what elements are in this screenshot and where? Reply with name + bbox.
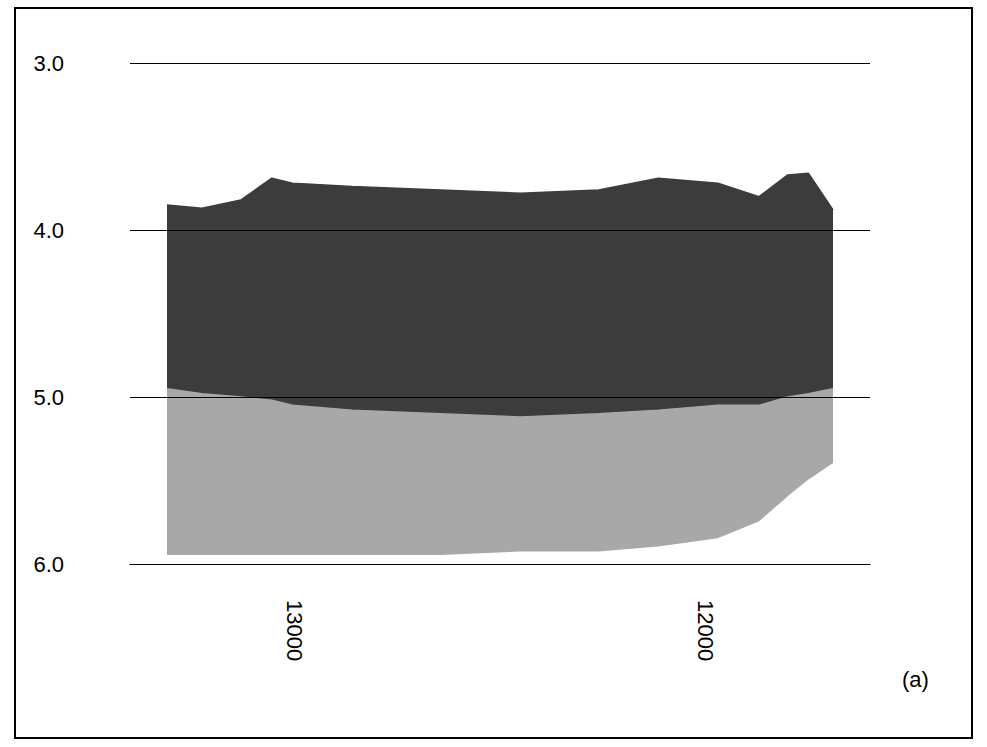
svg-text:(a): (a) xyxy=(902,667,929,692)
svg-text:5.0: 5.0 xyxy=(33,385,64,410)
svg-text:12000: 12000 xyxy=(693,600,718,661)
svg-text:3.0: 3.0 xyxy=(33,51,64,76)
svg-text:4.0: 4.0 xyxy=(33,218,64,243)
svg-text:6.0: 6.0 xyxy=(33,552,64,577)
svg-text:13000: 13000 xyxy=(282,600,307,661)
